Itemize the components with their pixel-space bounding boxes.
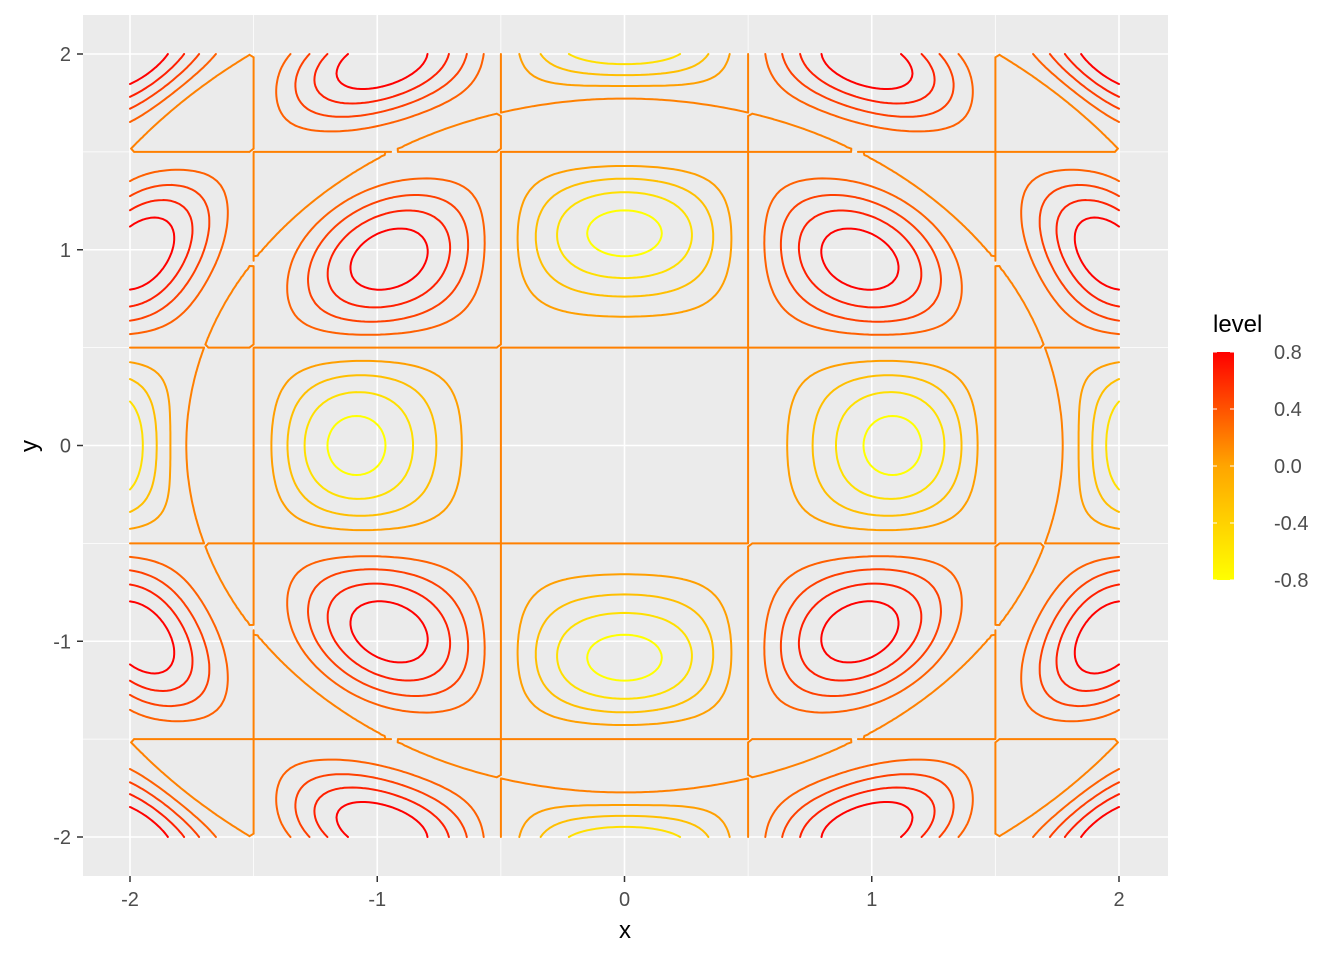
- y-tick-label: 0: [60, 436, 71, 458]
- y-axis-title: y: [16, 440, 43, 452]
- contour-level-0.6: [129, 53, 1120, 838]
- y-tick-label: 2: [60, 44, 71, 66]
- x-axis: -2 -1 0 1 2: [121, 876, 1125, 911]
- x-tick-label: -1: [368, 889, 386, 911]
- x-tick-label: 2: [1113, 889, 1124, 911]
- contour-level--0.6: [129, 53, 1120, 838]
- legend-label: -0.4: [1274, 513, 1308, 535]
- legend-title: level: [1213, 311, 1262, 338]
- x-tick-label: 0: [619, 889, 630, 911]
- contour-level--0.2: [129, 53, 1120, 838]
- y-tick-label: 1: [60, 240, 71, 262]
- legend-label: -0.8: [1274, 570, 1308, 592]
- y-tick-label: -2: [53, 827, 71, 849]
- legend-label: 0.4: [1274, 399, 1302, 421]
- contour-level--0.4: [129, 53, 1120, 838]
- legend-label: 0.8: [1274, 342, 1302, 364]
- contour-level-0.8: [129, 53, 1120, 838]
- legend-ticks: 0.8 0.4 0.0 -0.4 -0.8: [1213, 342, 1308, 592]
- contour-level-0: [129, 53, 1120, 838]
- x-tick-label: -2: [121, 889, 139, 911]
- legend-label: 0.0: [1274, 456, 1302, 478]
- y-axis: -2 -1 0 1 2: [53, 44, 83, 849]
- x-tick-label: 1: [866, 889, 877, 911]
- x-axis-title: x: [619, 917, 631, 944]
- contour-lines: [129, 53, 1120, 838]
- y-tick-label: -1: [53, 631, 71, 653]
- contour-level-0.2: [129, 53, 1120, 838]
- contour-level--0.8: [326, 209, 923, 682]
- legend-colorbar: [1213, 352, 1234, 580]
- contour-level-0.4: [129, 53, 1120, 838]
